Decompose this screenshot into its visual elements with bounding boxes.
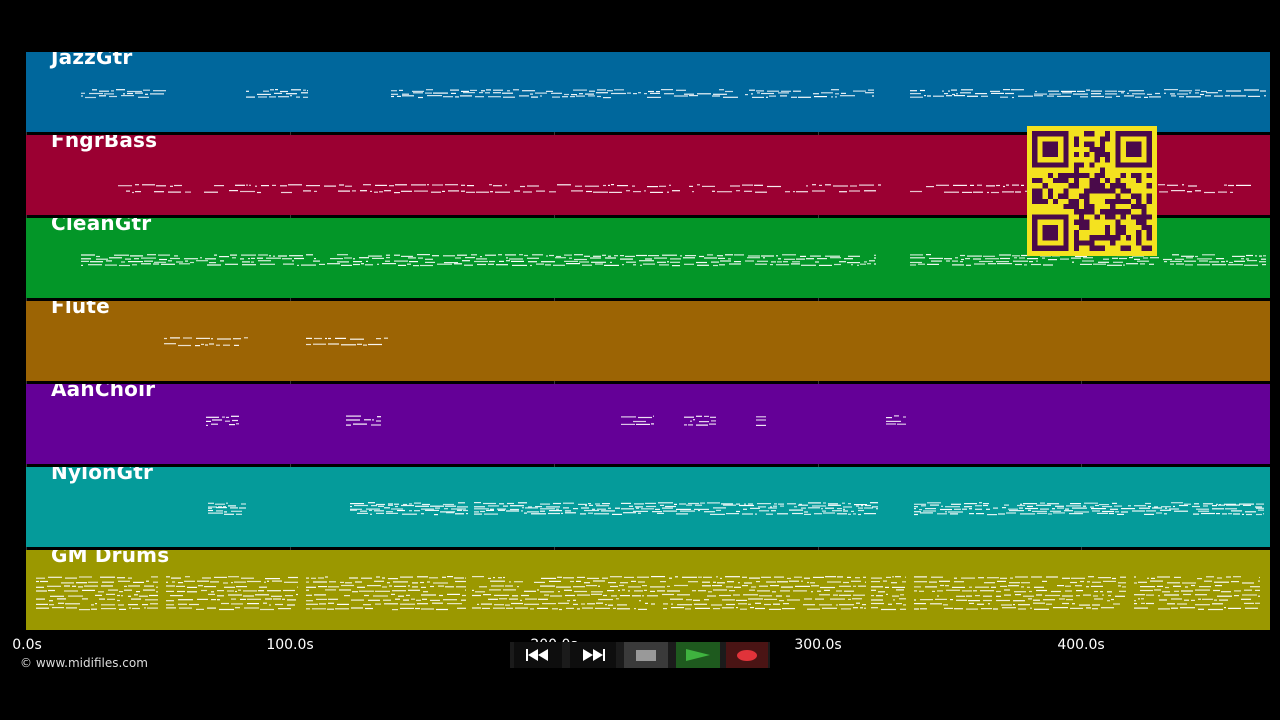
note-pattern [206,415,906,426]
note-pattern [164,337,388,347]
fast-forward-button[interactable] [570,642,616,668]
record-button[interactable] [726,642,768,668]
track-lane[interactable]: GM Drums [26,550,1270,630]
fast-forward-icon [583,649,605,661]
note-pattern [36,576,1260,611]
note-pattern [81,89,1266,99]
time-tick-label: 400.0s [1057,637,1105,653]
transport-bar [510,642,770,668]
stop-icon [636,649,656,661]
track-name: CleanGtr [51,218,152,235]
track-name: NylonGtr [51,467,154,484]
track-lane[interactable]: AahChoir [26,384,1270,464]
record-icon [737,649,757,661]
track-lane[interactable]: Flute [26,301,1270,381]
play-button[interactable] [676,642,720,668]
qr-code [1027,126,1157,256]
play-icon [686,649,710,661]
rewind-icon [526,649,548,661]
track-name: AahChoir [51,384,156,401]
note-pattern [208,502,1264,516]
rewind-button[interactable] [514,642,562,668]
track-name: Flute [51,301,110,318]
track-lane[interactable]: NylonGtr [26,467,1270,547]
track-name: GM Drums [51,550,170,567]
time-tick-label: 100.0s [266,637,314,653]
note-pattern [81,254,1266,267]
track-name: JazzGtr [51,52,133,69]
time-tick-label: 0.0s [12,637,42,653]
copyright-text: © www.midifiles.com [20,656,148,670]
track-lane[interactable]: JazzGtr [26,52,1270,132]
stop-button[interactable] [624,642,668,668]
track-name: FngrBass [51,135,158,152]
time-tick-label: 300.0s [794,637,842,653]
